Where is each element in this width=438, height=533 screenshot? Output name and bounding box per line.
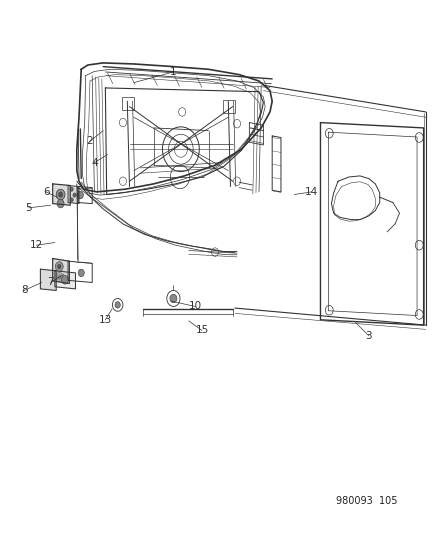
Circle shape [70, 187, 73, 191]
Text: 15: 15 [195, 326, 208, 335]
Polygon shape [53, 259, 69, 284]
Circle shape [170, 294, 177, 303]
Polygon shape [68, 185, 79, 204]
Text: 14: 14 [304, 187, 318, 197]
Bar [122, 97, 134, 110]
Circle shape [115, 302, 120, 308]
Text: 8: 8 [21, 286, 28, 295]
Circle shape [55, 262, 63, 271]
Circle shape [77, 191, 83, 199]
Text: 10: 10 [188, 302, 201, 311]
Text: 5: 5 [25, 203, 32, 213]
Circle shape [57, 199, 64, 208]
Polygon shape [55, 271, 75, 289]
Text: 13: 13 [99, 315, 112, 325]
Circle shape [56, 189, 65, 200]
Circle shape [55, 272, 63, 282]
Text: 3: 3 [364, 331, 371, 341]
Polygon shape [40, 269, 56, 290]
Circle shape [57, 264, 61, 269]
Circle shape [58, 192, 63, 197]
Text: 12: 12 [30, 240, 43, 250]
Text: 4: 4 [91, 158, 98, 167]
Text: 980093  105: 980093 105 [335, 496, 396, 506]
Text: 1: 1 [170, 67, 177, 77]
Circle shape [57, 275, 61, 279]
Circle shape [73, 193, 76, 197]
Polygon shape [53, 184, 70, 205]
Circle shape [70, 198, 73, 202]
Text: 7: 7 [47, 278, 54, 287]
Text: 2: 2 [86, 136, 93, 146]
Bar [223, 100, 235, 113]
Circle shape [61, 276, 68, 284]
Circle shape [78, 269, 84, 277]
Text: 6: 6 [42, 187, 49, 197]
